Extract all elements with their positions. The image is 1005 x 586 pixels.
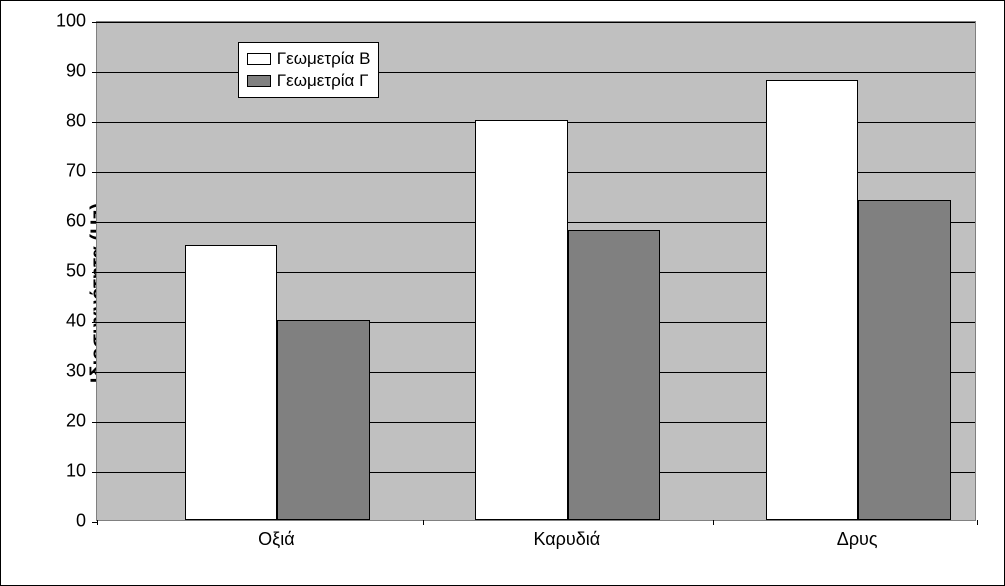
legend-row: Γεωμετρία Β: [247, 49, 371, 69]
legend: Γεωμετρία ΒΓεωμετρία Γ: [238, 42, 380, 98]
y-tick-mark: [92, 172, 97, 173]
y-tick-label: 50: [36, 261, 86, 282]
y-tick-mark: [92, 122, 97, 123]
gridline: [97, 72, 975, 73]
legend-row: Γεωμετρία Γ: [247, 71, 371, 91]
legend-swatch: [247, 53, 271, 65]
y-tick-mark: [92, 72, 97, 73]
x-tick-mark: [423, 520, 424, 525]
y-tick-mark: [92, 422, 97, 423]
bar: [475, 120, 567, 520]
y-tick-mark: [92, 372, 97, 373]
bar: [766, 80, 858, 520]
y-tick-label: 70: [36, 161, 86, 182]
y-tick-mark: [92, 272, 97, 273]
plot-area: Γεωμετρία ΒΓεωμετρία Γ: [96, 21, 976, 521]
legend-label: Γεωμετρία Γ: [277, 71, 369, 91]
bar: [568, 230, 660, 520]
chart-container: Γεωμετρία ΒΓεωμετρία Γ 01020304050607080…: [96, 21, 976, 521]
y-tick-mark: [92, 22, 97, 23]
y-tick-label: 0: [36, 511, 86, 532]
x-tick-mark: [977, 520, 978, 525]
y-tick-label: 20: [36, 411, 86, 432]
x-tick-mark: [97, 520, 98, 525]
y-tick-label: 40: [36, 311, 86, 332]
x-tick-mark: [713, 520, 714, 525]
y-tick-label: 60: [36, 211, 86, 232]
y-tick-label: 10: [36, 461, 86, 482]
x-tick-label: Οξιά: [258, 529, 294, 550]
y-tick-mark: [92, 322, 97, 323]
x-tick-label: Καρυδιά: [533, 529, 600, 550]
gridline: [97, 22, 975, 23]
x-tick-label: Δρυς: [837, 529, 878, 550]
y-tick-label: 100: [36, 11, 86, 32]
chart-frame: Ιδιοσυχνότητα (Hz) Γεωμετρία ΒΓεωμετρία …: [0, 0, 1005, 586]
y-tick-mark: [92, 472, 97, 473]
bar: [277, 320, 369, 520]
legend-label: Γεωμετρία Β: [277, 49, 371, 69]
bar: [858, 200, 950, 520]
y-tick-label: 90: [36, 61, 86, 82]
y-tick-label: 30: [36, 361, 86, 382]
y-tick-mark: [92, 222, 97, 223]
legend-swatch: [247, 75, 271, 87]
bar: [185, 245, 277, 520]
y-tick-label: 80: [36, 111, 86, 132]
